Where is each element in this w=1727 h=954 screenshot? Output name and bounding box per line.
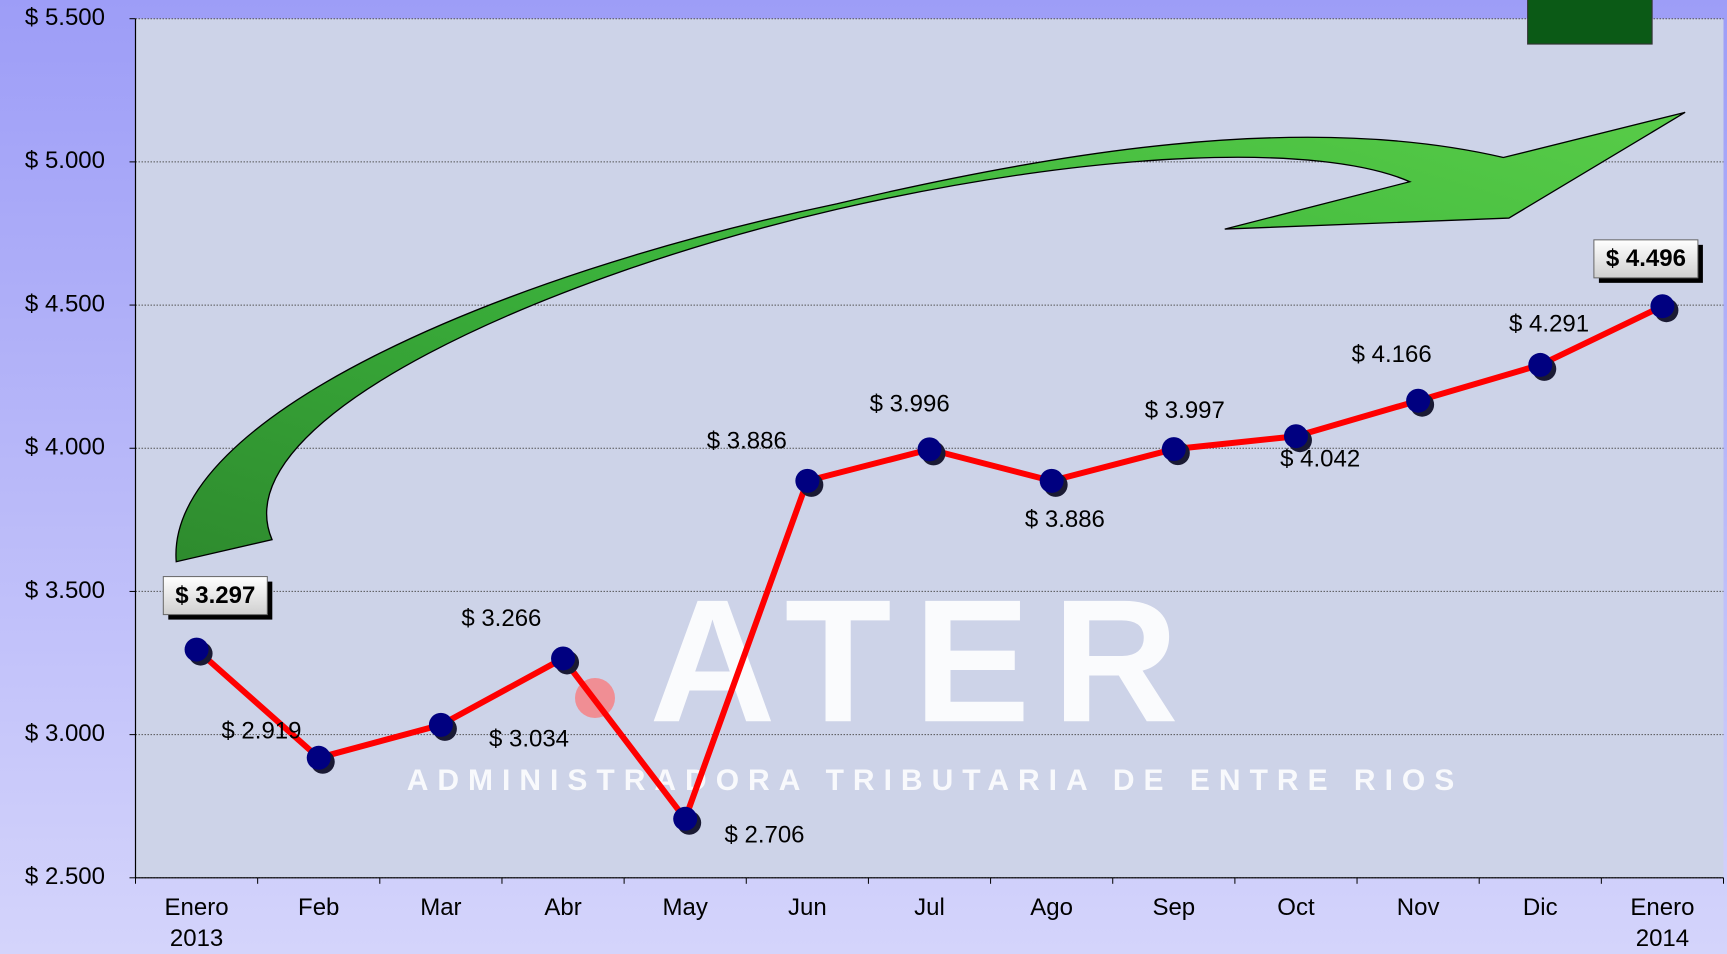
- data-label: $ 4.166: [1352, 341, 1432, 368]
- y-tick-label: $ 5.000: [25, 147, 105, 174]
- marker: [185, 638, 209, 662]
- x-tick-label: May: [663, 894, 708, 921]
- marker: [795, 469, 819, 493]
- y-tick-label: $ 3.000: [25, 720, 105, 747]
- y-tick-label: $ 2.500: [25, 863, 105, 890]
- x-tick-label: Jun: [788, 894, 827, 921]
- data-label: $ 3.886: [1025, 506, 1105, 533]
- marker: [1406, 389, 1430, 413]
- x-tick-label: Nov: [1397, 894, 1440, 921]
- data-label: $ 3.034: [489, 726, 569, 753]
- x-tick-label: Feb: [298, 894, 339, 921]
- data-label: $ 3.996: [870, 391, 950, 418]
- x-tick-label: Dic: [1523, 894, 1558, 921]
- data-label: $ 2.706: [724, 822, 804, 849]
- data-label: $ 3.886: [707, 428, 787, 455]
- x-tick-label: Oct: [1277, 894, 1315, 921]
- marker: [1162, 437, 1186, 461]
- marker: [429, 713, 453, 737]
- y-tick-label: $ 3.500: [25, 577, 105, 604]
- marker: [1650, 294, 1674, 318]
- marker: [1284, 424, 1308, 448]
- x-tick-label: Abr: [544, 894, 581, 921]
- data-label: $ 4.291: [1509, 311, 1589, 338]
- y-tick-label: $ 4.000: [25, 434, 105, 461]
- data-label: $ 2.919: [221, 718, 301, 745]
- x-tick-label: Jul: [914, 894, 945, 921]
- marker: [307, 746, 331, 770]
- data-label: $ 3.266: [461, 605, 541, 632]
- marker: [918, 437, 942, 461]
- data-label: $ 4.496: [1606, 245, 1686, 272]
- data-label: $ 4.042: [1280, 446, 1360, 473]
- x-tick-label: Sep: [1152, 894, 1195, 921]
- marker: [551, 646, 575, 670]
- chart: ATER ADMINISTRADORA TRIBUTARIA DE ENTRE …: [0, 0, 1727, 954]
- marker: [1528, 353, 1552, 377]
- marker: [1040, 469, 1064, 493]
- marker: [673, 807, 697, 831]
- x-tick-label: Mar: [420, 894, 461, 921]
- y-tick-label: $ 4.500: [25, 290, 105, 317]
- corner-box: [1528, 0, 1652, 44]
- watermark-logo: ATER: [649, 564, 1200, 759]
- page: {"chart_data": {"type": "line", "categor…: [0, 0, 1727, 954]
- y-tick-label: $ 5.500: [25, 4, 105, 31]
- data-label: $ 3.997: [1145, 397, 1225, 424]
- watermark-subtitle: ADMINISTRADORA TRIBUTARIA DE ENTRE RIOS: [407, 764, 1464, 797]
- data-label: $ 3.297: [175, 582, 255, 609]
- x-tick-label: Ago: [1030, 894, 1073, 921]
